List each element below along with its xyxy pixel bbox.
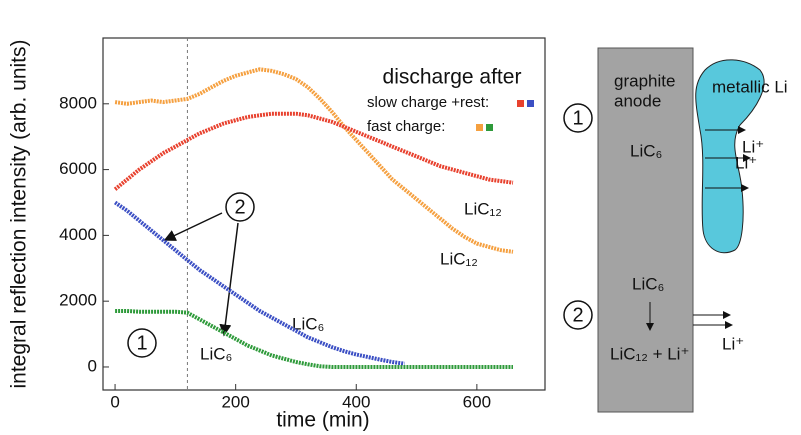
ion-label: Li⁺ xyxy=(735,153,757,172)
y-tick-label: 2000 xyxy=(59,291,97,310)
phase-label: LiC₆ xyxy=(632,274,664,293)
phase-label: LiC₆ xyxy=(630,141,662,160)
reaction-label: LiC₁₂ + Li⁺ xyxy=(610,344,689,363)
arrow xyxy=(219,222,239,337)
y-tick-label: 0 xyxy=(88,356,97,375)
legend-swatch xyxy=(486,124,493,131)
y-tick-label: 4000 xyxy=(59,225,97,244)
step-circle xyxy=(563,300,593,330)
legend-swatch xyxy=(517,100,524,107)
arrow xyxy=(163,212,223,241)
ion-label: Li⁺ xyxy=(722,334,744,353)
legend-swatch xyxy=(476,124,483,131)
annotation: LiC₁₂ xyxy=(464,199,502,218)
step-circle xyxy=(127,328,157,358)
annotation: LiC₆ xyxy=(292,314,324,333)
series-line xyxy=(115,309,513,369)
y-tick-label: 6000 xyxy=(59,159,97,178)
annotation: LiC₆ xyxy=(200,344,232,363)
x-tick-label: 200 xyxy=(221,392,249,411)
annotation: LiC₁₂ xyxy=(440,249,478,268)
y-tick-label: 8000 xyxy=(59,93,97,112)
step-circle xyxy=(225,192,255,222)
x-tick-label: 600 xyxy=(463,392,491,411)
series-line xyxy=(113,200,405,366)
legend-title: discharge after xyxy=(383,66,522,89)
annotation: 1 xyxy=(136,332,147,354)
legend-label: fast charge: xyxy=(367,118,445,135)
anode-label: graphite xyxy=(614,71,675,90)
annotation: 2 xyxy=(234,196,245,218)
legend-swatch xyxy=(527,100,534,107)
x-axis-label: time (min) xyxy=(276,409,369,432)
anode xyxy=(597,47,694,413)
step-circle xyxy=(563,103,593,133)
series-line xyxy=(114,67,514,254)
plot-frame xyxy=(102,37,546,391)
metallic-li xyxy=(695,59,765,254)
x-tick-label: 400 xyxy=(342,392,370,411)
metal-label: metallic Li xyxy=(712,77,788,96)
y-axis-label: integral reflection intensity (arb. unit… xyxy=(8,40,31,389)
series-line xyxy=(113,111,514,191)
anode-label: anode xyxy=(614,91,661,110)
step-label: 2 xyxy=(572,304,583,326)
legend-label: slow charge +rest: xyxy=(367,94,489,111)
x-tick-label: 0 xyxy=(110,392,119,411)
step-label: 1 xyxy=(572,107,583,129)
ion-label: Li⁺ xyxy=(742,137,764,156)
